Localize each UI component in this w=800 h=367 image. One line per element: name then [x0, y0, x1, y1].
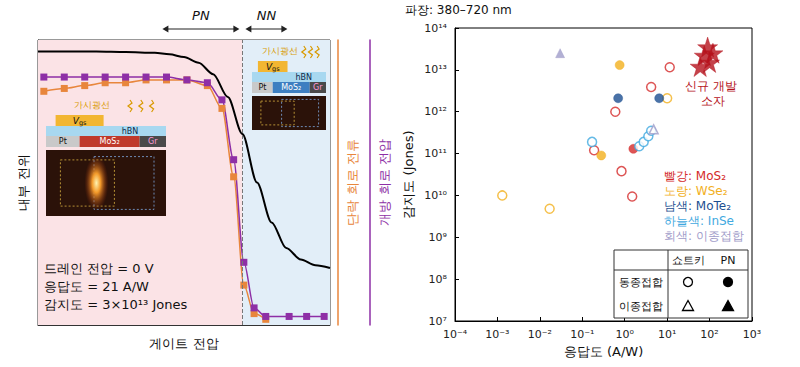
svg-text:10⁻⁴: 10⁻⁴ [443, 328, 468, 341]
svg-text:V: V [265, 61, 272, 72]
svg-text:10¹¹: 10¹¹ [424, 147, 447, 160]
svg-text:10⁷: 10⁷ [429, 315, 447, 328]
svg-text:이종접합: 이종접합 [619, 300, 663, 313]
svg-text:V: V [72, 115, 79, 126]
svg-text:단락 회로 전류: 단락 회로 전류 [345, 139, 360, 225]
svg-text:가시광선: 가시광선 [74, 100, 110, 110]
svg-text:남색: MoTe₂: 남색: MoTe₂ [664, 199, 731, 213]
svg-text:MoS₂: MoS₂ [281, 83, 301, 92]
svg-text:신규 개발: 신규 개발 [685, 79, 741, 93]
svg-text:10¹³: 10¹³ [424, 63, 447, 76]
svg-text:파장: 380–720 nm: 파장: 380–720 nm [405, 3, 512, 17]
svg-text:PN: PN [192, 8, 210, 23]
svg-text:노랑: WSe₂: 노랑: WSe₂ [664, 184, 728, 198]
svg-text:hBN: hBN [122, 127, 139, 136]
svg-text:PN: PN [721, 254, 736, 267]
svg-text:Gr: Gr [148, 137, 158, 146]
svg-text:10⁸: 10⁸ [429, 273, 448, 286]
svg-text:NN: NN [257, 8, 277, 23]
svg-text:Gr: Gr [313, 83, 323, 92]
svg-text:감지도 = 3×10¹³ Jones: 감지도 = 3×10¹³ Jones [44, 297, 187, 312]
svg-text:감지도 (Jones): 감지도 (Jones) [401, 130, 416, 218]
svg-text:10¹⁰: 10¹⁰ [424, 189, 447, 202]
svg-text:10¹²: 10¹² [424, 105, 447, 118]
svg-text:응답도 (A/W): 응답도 (A/W) [564, 344, 643, 359]
svg-text:응답도 = 21 A/W: 응답도 = 21 A/W [44, 279, 149, 294]
svg-text:10⁹: 10⁹ [429, 231, 447, 244]
svg-text:gs: gs [272, 65, 280, 73]
svg-text:10⁻²: 10⁻² [528, 328, 552, 341]
svg-text:hBN: hBN [296, 73, 313, 82]
svg-text:동종접합: 동종접합 [619, 276, 663, 289]
svg-text:MoS₂: MoS₂ [100, 137, 120, 146]
svg-text:10¹⁴: 10¹⁴ [424, 22, 447, 35]
svg-text:가시광선: 가시광선 [262, 46, 298, 56]
svg-text:10²: 10² [700, 328, 718, 341]
svg-text:하늘색: InSe: 하늘색: InSe [664, 214, 734, 228]
svg-text:회색: 이종접합: 회색: 이종접합 [664, 229, 744, 243]
svg-text:빨강: MoS₂: 빨강: MoS₂ [664, 169, 726, 183]
svg-text:10⁻³: 10⁻³ [485, 328, 509, 341]
svg-text:개방 회로 전압: 개방 회로 전압 [377, 139, 392, 225]
svg-text:소자: 소자 [701, 94, 725, 108]
svg-text:10¹: 10¹ [658, 328, 676, 341]
svg-text:쇼트키: 쇼트키 [672, 254, 705, 267]
svg-text:10³: 10³ [743, 328, 761, 341]
svg-text:gs: gs [79, 119, 87, 127]
svg-text:Pt: Pt [258, 83, 266, 92]
svg-text:10⁻¹: 10⁻¹ [570, 328, 594, 341]
svg-text:내부 전위: 내부 전위 [16, 154, 31, 210]
svg-text:드레인 전압 = 0 V: 드레인 전압 = 0 V [44, 261, 154, 276]
svg-text:게이트 전압: 게이트 전압 [149, 336, 218, 351]
svg-text:Pt: Pt [59, 137, 67, 146]
svg-text:10⁰: 10⁰ [616, 328, 635, 341]
